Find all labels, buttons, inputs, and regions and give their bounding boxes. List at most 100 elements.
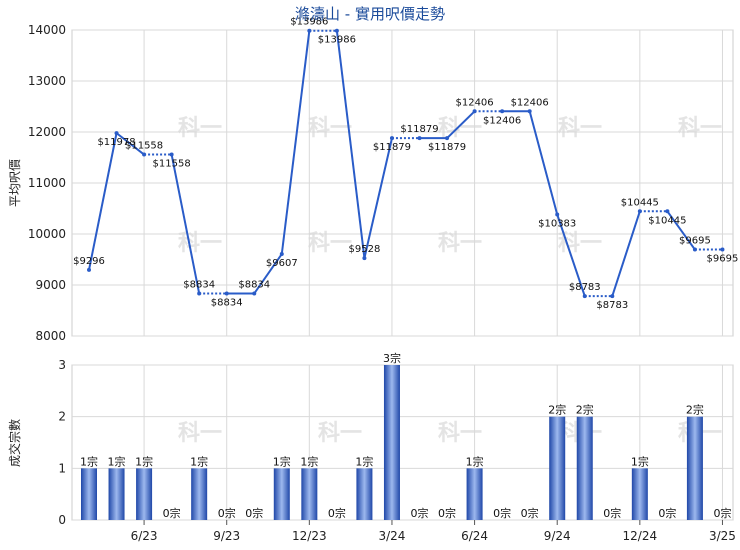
- count-bar: [81, 468, 97, 520]
- price-point: [142, 152, 147, 157]
- price-data-label: $13986: [290, 17, 328, 28]
- price-data-label: $9296: [73, 256, 105, 267]
- price-point: [334, 28, 339, 33]
- x-tick-label: 12/24: [623, 529, 658, 543]
- watermark-text: 科一: [178, 231, 222, 256]
- x-tick-label: 9/23: [213, 529, 240, 543]
- count-bar: [576, 416, 593, 520]
- price-point: [417, 136, 422, 141]
- price-line-segment: [528, 111, 559, 215]
- price-data-label: $12406: [483, 115, 521, 126]
- price-data-label: $9695: [707, 254, 739, 265]
- price-data-label: $8834: [183, 279, 215, 290]
- count-data-label: 1宗: [108, 454, 126, 468]
- watermark-text: 科一: [308, 231, 352, 256]
- price-line-segment: [666, 210, 696, 251]
- count-data-label: 1宗: [135, 454, 153, 468]
- count-data-label: 0宗: [218, 506, 236, 520]
- watermark-text: 科一: [318, 421, 362, 446]
- count-data-label: 1宗: [300, 454, 318, 468]
- price-data-label: $9528: [349, 244, 381, 255]
- price-axis-title: 平均呎價: [8, 159, 22, 207]
- price-data-label: $11879: [373, 142, 411, 153]
- x-tick-label: 9/24: [544, 529, 571, 543]
- bar-series: [81, 365, 703, 520]
- x-tick-label: 6/24: [461, 529, 488, 543]
- price-point: [307, 28, 312, 33]
- price-y-tick-label: 11000: [28, 176, 66, 190]
- count-data-label: 1宗: [190, 454, 208, 468]
- data-labels: $9296$11978$11558$11558$8834$8834$8834$9…: [73, 17, 738, 520]
- count-data-label: 0宗: [328, 506, 346, 520]
- price-line-segment: [363, 137, 393, 259]
- price-data-label: $11978: [97, 137, 135, 148]
- watermark-text: 科一: [308, 116, 352, 141]
- count-data-label: 1宗: [466, 454, 484, 468]
- count-data-label: 0宗: [493, 506, 511, 520]
- price-line-segment: [556, 214, 586, 297]
- watermark-text: 科一: [558, 116, 602, 141]
- price-point: [279, 252, 284, 257]
- price-data-label: $8783: [569, 282, 601, 293]
- price-data-label: $8834: [211, 297, 243, 308]
- count-data-label: 0宗: [163, 506, 181, 520]
- watermark-text: 科一: [558, 231, 602, 256]
- price-data-label: $13986: [318, 35, 356, 46]
- price-line-segment: [335, 30, 366, 259]
- price-data-label: $11558: [153, 159, 191, 170]
- price-point: [389, 136, 394, 141]
- count-data-label: 0宗: [658, 506, 676, 520]
- watermark-text: 科一: [678, 116, 722, 141]
- count-data-label: 1宗: [355, 454, 373, 468]
- price-y-tick-label: 9000: [35, 278, 66, 292]
- count-bar: [631, 468, 648, 520]
- grid-layer: [71, 29, 734, 521]
- price-line-segment: [253, 253, 283, 295]
- price-data-label: $11879: [428, 142, 466, 153]
- price-data-label: $12406: [511, 97, 549, 108]
- price-point: [224, 291, 229, 296]
- count-y-tick-label: 3: [58, 358, 66, 372]
- count-data-label: 0宗: [245, 506, 263, 520]
- count-data-label: 0宗: [603, 506, 621, 520]
- price-point: [197, 291, 202, 296]
- count-bar: [383, 365, 400, 520]
- price-y-tick-label: 12000: [28, 125, 66, 139]
- price-point: [610, 294, 615, 299]
- price-data-label: $10383: [538, 218, 576, 229]
- price-line-segment: [446, 110, 476, 139]
- price-line-segment: [280, 30, 311, 255]
- price-point: [527, 109, 532, 114]
- x-tick-label: 3/24: [378, 529, 405, 543]
- count-y-tick-label: 2: [58, 410, 66, 424]
- price-data-label: $11558: [125, 141, 163, 152]
- price-point: [637, 209, 642, 214]
- axes-layer: 6/23 9/23 12/23 3/24 6/24 9/24 12/24 3/25 8000 90…: [28, 23, 736, 543]
- line-series: [87, 28, 725, 299]
- price-data-label: $9695: [679, 236, 711, 247]
- price-point: [362, 256, 367, 261]
- count-data-label: 2宗: [548, 403, 566, 417]
- count-data-label: 1宗: [631, 454, 649, 468]
- count-data-label: 1宗: [273, 454, 291, 468]
- watermark-text: 科一: [178, 421, 222, 446]
- price-point: [555, 212, 560, 217]
- price-point: [445, 136, 450, 141]
- price-data-label: $8783: [596, 300, 628, 311]
- price-point: [252, 291, 257, 296]
- price-y-tick-label: 13000: [28, 74, 66, 88]
- price-y-tick-label: 10000: [28, 227, 66, 241]
- count-bar: [686, 416, 703, 520]
- price-data-label: $10445: [648, 215, 686, 226]
- price-data-label: $11879: [400, 124, 438, 135]
- count-data-label: 0宗: [713, 506, 731, 520]
- price-point: [720, 247, 725, 252]
- price-data-label: $8834: [238, 279, 270, 290]
- count-y-tick-label: 1: [58, 461, 66, 475]
- price-point: [114, 131, 119, 136]
- x-tick-label: 12/23: [292, 529, 327, 543]
- count-data-label: 0宗: [411, 506, 429, 520]
- count-data-label: 2宗: [576, 403, 594, 417]
